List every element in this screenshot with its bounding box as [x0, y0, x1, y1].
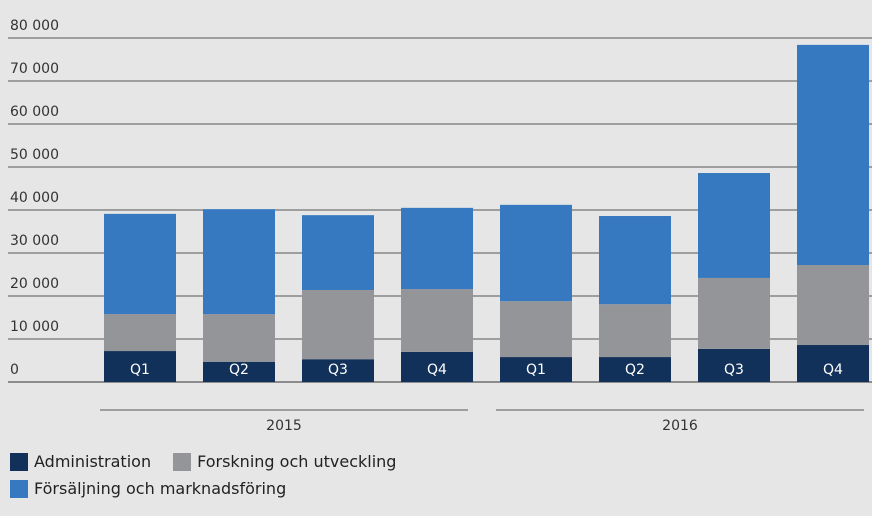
bar-segment [500, 301, 572, 358]
legend-swatch [10, 452, 28, 471]
y-tick-label: 80 000 [10, 18, 59, 34]
y-tick-label: 50 000 [10, 147, 59, 163]
chart: 0 10 000 20 000 30 000 40 000 50 000 60 000 70 … [8, 18, 872, 434]
x-tick-label: Q1 [130, 362, 150, 378]
legend-item: Försäljning och marknadsföring [10, 479, 286, 498]
y-tick-label: 60 000 [10, 104, 59, 120]
legend-label: Forskning och utveckling [197, 452, 397, 471]
legend-item: Administration [10, 452, 151, 471]
y-tick-label: 70 000 [10, 61, 59, 77]
bar-segment [104, 213, 176, 315]
bar-segment [203, 361, 275, 382]
x-tick-label: Q1 [526, 362, 546, 378]
bar-segment [797, 345, 869, 382]
group-label: 2016 [662, 418, 698, 434]
y-tick-label: 30 000 [10, 233, 59, 249]
bar-segment [500, 204, 572, 302]
y-tick-label: 10 000 [10, 319, 59, 335]
bar-segment [302, 289, 374, 360]
legend-label: Administration [34, 452, 152, 471]
legend: Administration Forskning och utveckling Fö… [10, 452, 530, 498]
legend-label: Försäljning och marknadsföring [34, 479, 287, 498]
bar-segment [797, 265, 869, 346]
bar-segment [698, 173, 770, 278]
x-tick-label: Q4 [427, 362, 447, 378]
bar-segment [401, 207, 473, 290]
bar-segment [599, 304, 671, 358]
bar-segment [698, 348, 770, 382]
x-tick-label: Q2 [625, 362, 645, 378]
bar-segment [599, 216, 671, 305]
group-label: 2015 [266, 418, 302, 434]
legend-swatch [10, 479, 28, 498]
bar-segment [203, 209, 275, 315]
bar-segment [104, 314, 176, 352]
bar-segment [500, 357, 572, 382]
bar-segment [401, 289, 473, 352]
y-tick-label: 40 000 [10, 190, 59, 206]
y-tick-label: 20 000 [10, 276, 59, 292]
bar-segment [203, 314, 275, 362]
bar-segment [797, 44, 869, 266]
bar-segment [599, 357, 671, 382]
bar-segment [401, 351, 473, 382]
bar-segment [104, 351, 176, 382]
x-tick-label: Q4 [823, 362, 843, 378]
legend-swatch [173, 452, 192, 471]
bar-segment [302, 215, 374, 290]
x-tick-label: Q2 [229, 362, 249, 378]
bar-segment [698, 277, 770, 349]
y-tick-label: 0 [10, 362, 19, 378]
x-tick-label: Q3 [724, 362, 744, 378]
legend-item: Forskning och utveckling [173, 452, 396, 471]
x-tick-label: Q3 [328, 362, 348, 378]
bar-segment [302, 359, 374, 382]
